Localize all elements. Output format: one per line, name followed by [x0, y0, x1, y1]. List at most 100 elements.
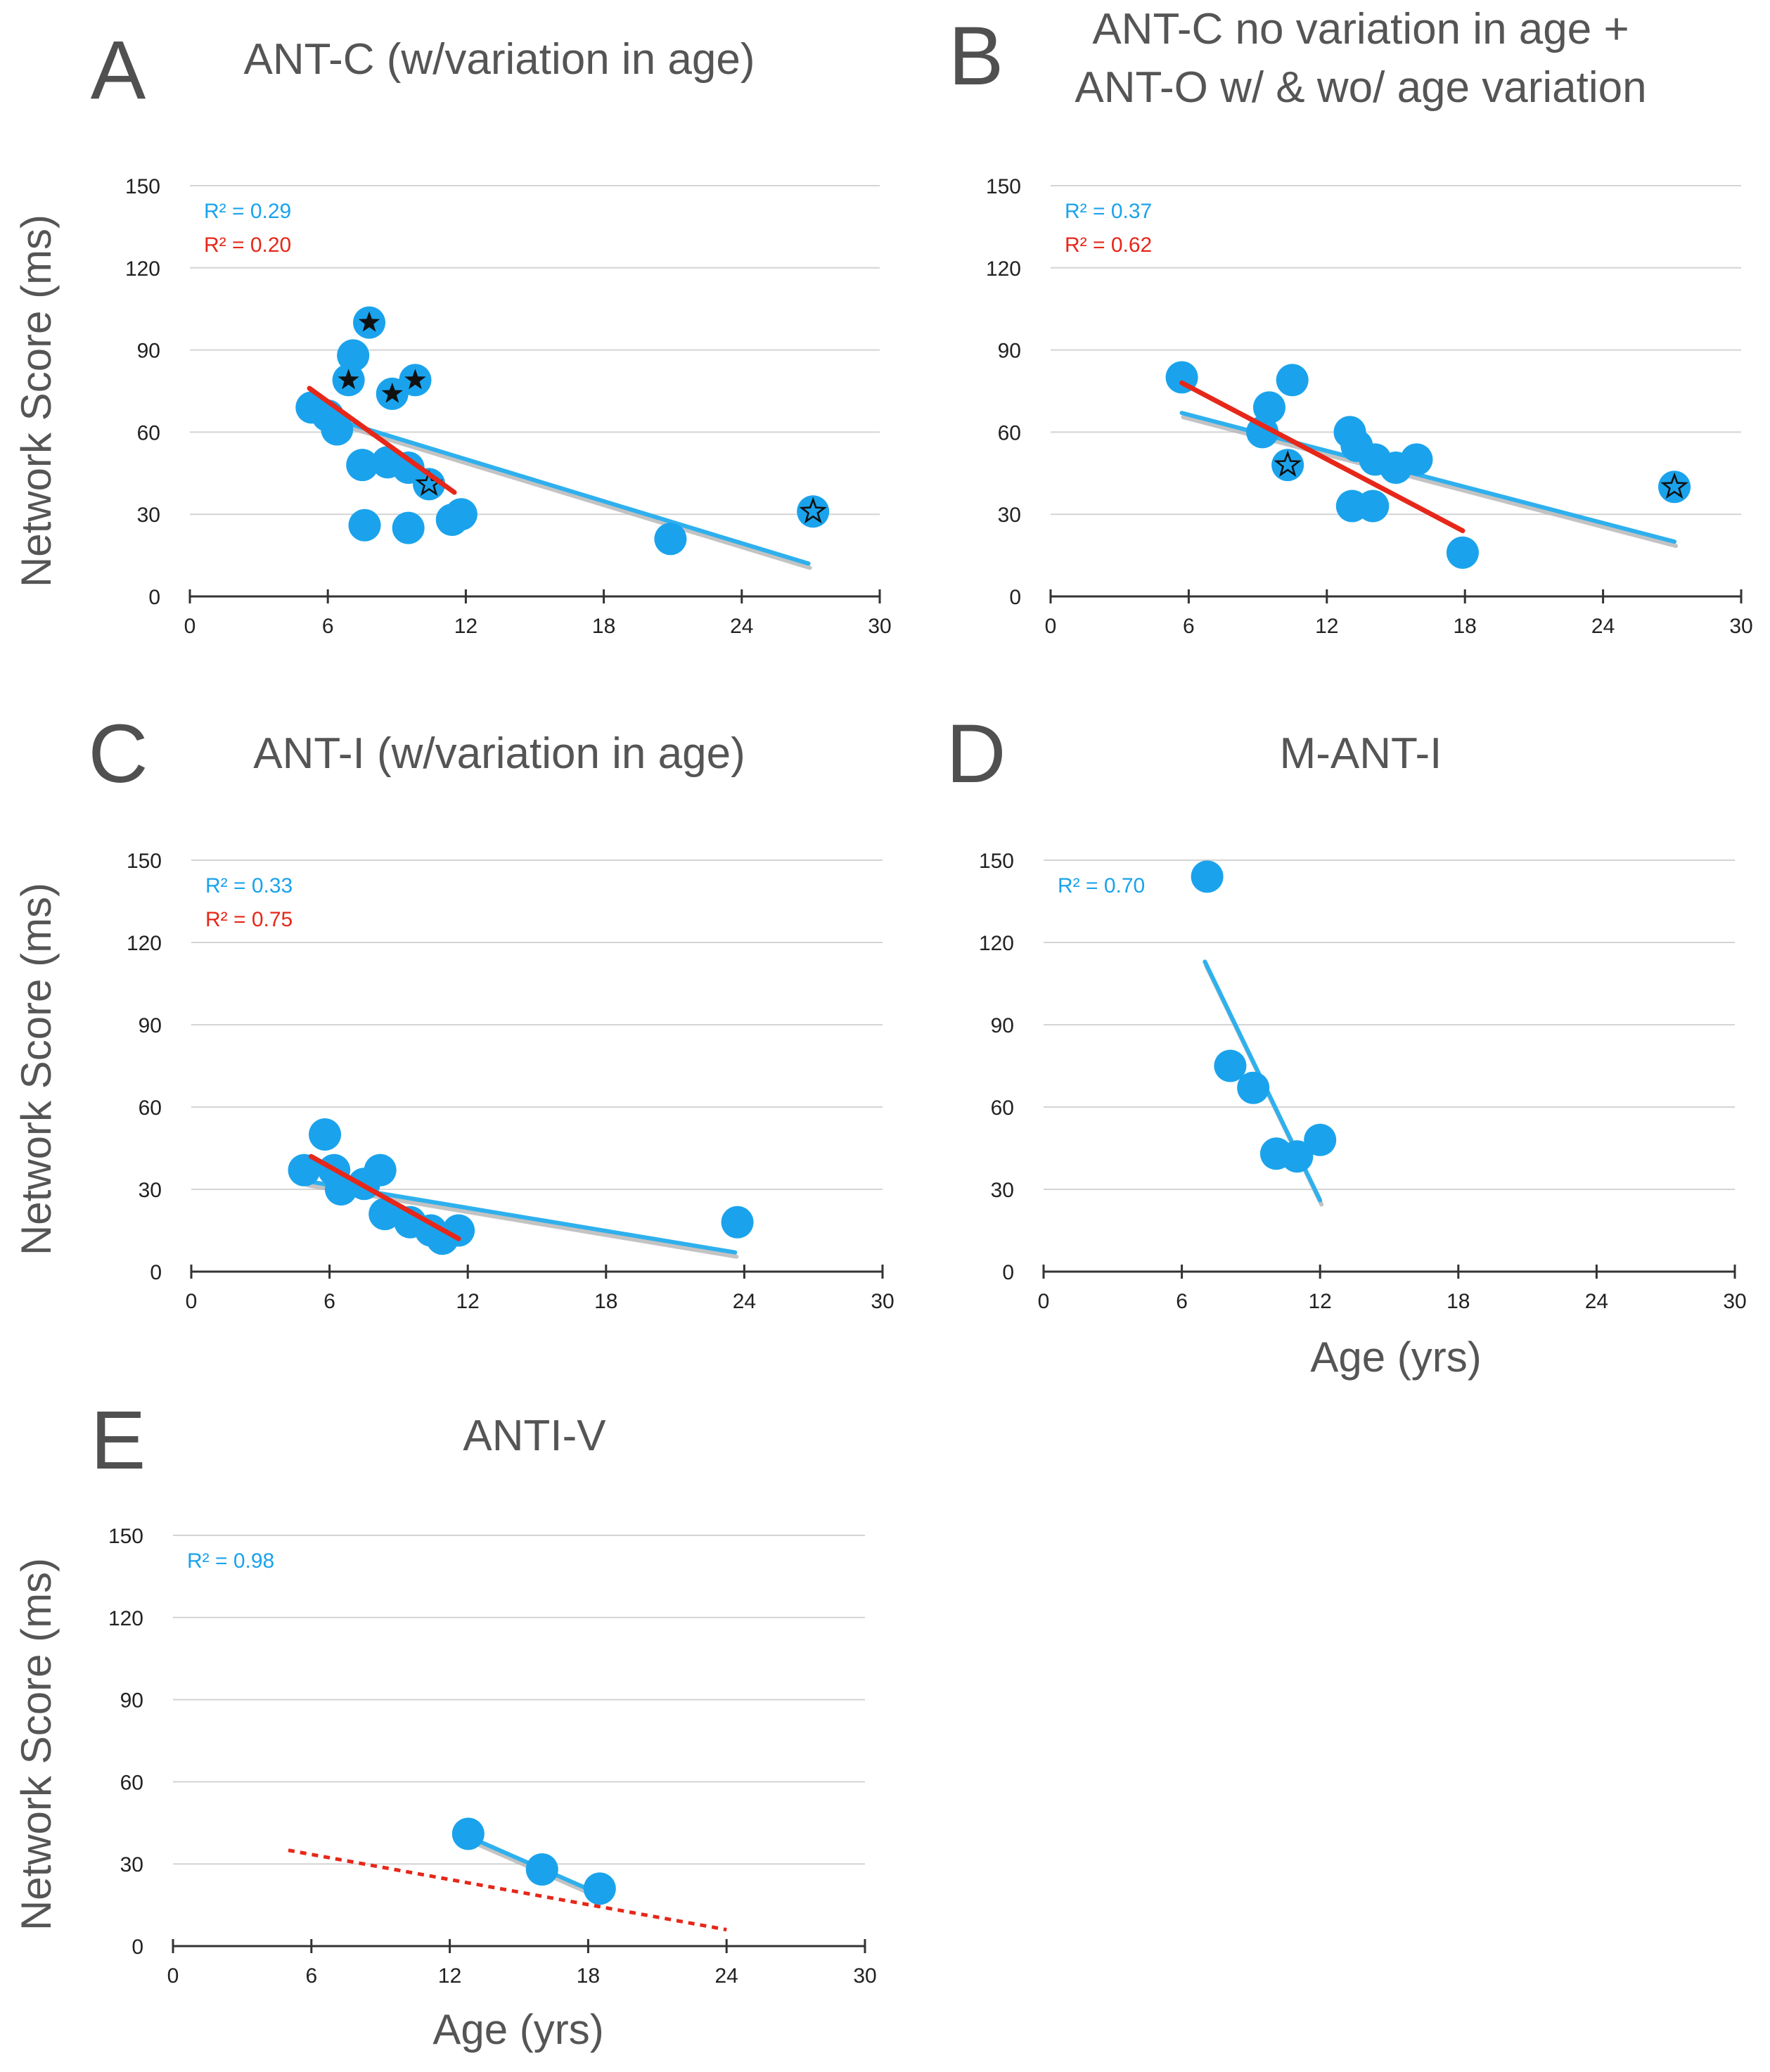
- y-tick-label: 90: [991, 1014, 1014, 1037]
- x-tick-label: 18: [1447, 1290, 1470, 1313]
- y-tick-label: 60: [137, 421, 160, 445]
- y-axis-title: Network Score (ms): [13, 1558, 60, 1931]
- data-point: [368, 1198, 402, 1231]
- x-tick-label: 0: [1038, 1290, 1050, 1313]
- y-tick-label: 0: [150, 1261, 162, 1284]
- x-tick-label: 12: [456, 1290, 480, 1313]
- plot-area: 0 30 60 90 120 150 0 6 12 18 24 30 R² = 0.98: [108, 1525, 877, 1988]
- plot-area: 0 30 60 90 120 150 0 6 12 18 24 30 R² = 0.29 R² = 0.2…: [125, 175, 892, 638]
- star-marker-filled: [381, 382, 403, 403]
- panel-letter: D: [946, 708, 1006, 800]
- data-point: [1246, 416, 1279, 449]
- x-tick-label: 0: [167, 1964, 179, 1988]
- data-point: [1304, 1123, 1337, 1156]
- y-tick-label: 120: [986, 257, 1021, 281]
- star-marker-open: [1660, 472, 1688, 499]
- panel-title-line-1: ANT-C no variation in age +: [1092, 5, 1629, 53]
- panel-title: M-ANT-I: [1280, 729, 1442, 778]
- y-tick-label: 60: [139, 1096, 162, 1120]
- x-tick-label: 6: [1183, 615, 1195, 638]
- data-point: [721, 1206, 754, 1239]
- x-tick-label: 6: [322, 615, 334, 638]
- r-squared-label: R² = 0.29: [204, 200, 291, 223]
- x-tick-label: 30: [1729, 615, 1752, 638]
- x-tick-label: 0: [186, 1290, 198, 1313]
- panel-c: C ANT-I (w/variation in age) Network Sco…: [13, 708, 894, 1313]
- star-marker-open: [799, 497, 827, 524]
- y-tick-label: 90: [998, 340, 1021, 363]
- trendline-shadow: [304, 412, 812, 570]
- x-tick-label: 24: [733, 1290, 756, 1313]
- data-point: [309, 1118, 342, 1151]
- star-marker-filled: [338, 369, 359, 390]
- x-tick-label: 24: [715, 1964, 738, 1988]
- x-axis-title: Age (yrs): [432, 2006, 603, 2053]
- data-point: [348, 509, 381, 542]
- data-point: [1357, 490, 1390, 523]
- x-tick-label: 6: [1176, 1290, 1188, 1313]
- data-point: [1237, 1071, 1270, 1104]
- x-tick-label: 0: [1045, 615, 1057, 638]
- data-point: [451, 1817, 485, 1850]
- trendline-red: [307, 385, 457, 495]
- y-tick-label: 60: [120, 1771, 143, 1794]
- x-tick-label: 24: [1585, 1290, 1608, 1313]
- trendline-red: [308, 1153, 461, 1241]
- plot-area: 0 30 60 90 120 150 0 6 12 18 24 30 R² = 0.37 R² = 0.6…: [986, 175, 1753, 638]
- panel-b: B ANT-C no variation in age + ANT-O w/ &…: [949, 5, 1753, 638]
- panel-title: ANT-I (w/variation in age): [253, 729, 745, 778]
- r-squared-label: R² = 0.70: [1058, 874, 1145, 897]
- y-tick-label: 30: [120, 1853, 143, 1876]
- panel-letter: C: [88, 708, 148, 800]
- y-tick-label: 120: [125, 257, 160, 281]
- data-point: [392, 511, 425, 544]
- x-tick-label: 12: [1309, 1290, 1332, 1313]
- data-point: [1191, 860, 1224, 893]
- trendline-red-dotted: [288, 1848, 727, 1932]
- y-tick-label: 120: [127, 932, 162, 955]
- panel-title-line-2: ANT-O w/ & wo/ age variation: [1075, 63, 1646, 112]
- data-point: [1658, 471, 1691, 504]
- panel-a: A ANT-C (w/variation in age) Network Sco…: [13, 24, 892, 638]
- y-tick-label: 90: [120, 1689, 143, 1713]
- r-squared-label: R² = 0.20: [204, 234, 291, 257]
- panel-letter: B: [949, 10, 1004, 103]
- data-point: [442, 1214, 475, 1247]
- y-tick-label: 30: [991, 1179, 1014, 1202]
- data-point: [1271, 449, 1304, 482]
- x-tick-label: 12: [1315, 615, 1338, 638]
- panel-letter: A: [91, 24, 146, 117]
- y-tick-label: 150: [986, 175, 1021, 198]
- data-point: [1276, 364, 1309, 397]
- y-tick-label: 0: [1002, 1261, 1014, 1284]
- panel-e: E ANTI-V Network Score (ms) Age (yrs) 0 3…: [13, 1394, 877, 2053]
- y-tick-label: 150: [127, 850, 162, 873]
- x-tick-label: 6: [305, 1964, 317, 1988]
- x-tick-label: 12: [454, 615, 477, 638]
- x-tick-label: 12: [438, 1964, 461, 1988]
- r-squared-label: R² = 0.75: [205, 908, 293, 931]
- data-point: [1446, 536, 1479, 569]
- x-tick-label: 30: [1723, 1290, 1746, 1313]
- y-tick-label: 30: [139, 1179, 162, 1202]
- x-tick-label: 30: [871, 1290, 894, 1313]
- y-tick-label: 120: [108, 1607, 143, 1630]
- y-tick-label: 0: [148, 586, 160, 609]
- data-point: [288, 1153, 321, 1187]
- data-point: [444, 498, 477, 531]
- x-tick-label: 18: [577, 1964, 600, 1988]
- x-tick-label: 0: [184, 615, 196, 638]
- x-tick-label: 30: [853, 1964, 876, 1988]
- y-tick-label: 120: [979, 932, 1014, 955]
- data-point: [364, 1153, 397, 1187]
- y-tick-label: 90: [137, 340, 160, 363]
- y-axis-title: Network Score (ms): [13, 215, 60, 587]
- data-point: [654, 523, 687, 556]
- x-tick-label: 18: [1454, 615, 1477, 638]
- x-tick-label: 18: [592, 615, 615, 638]
- x-tick-label: 6: [323, 1290, 335, 1313]
- r-squared-label: R² = 0.98: [187, 1549, 274, 1573]
- panel-title: ANT-C (w/variation in age): [243, 35, 755, 84]
- data-point: [346, 449, 379, 482]
